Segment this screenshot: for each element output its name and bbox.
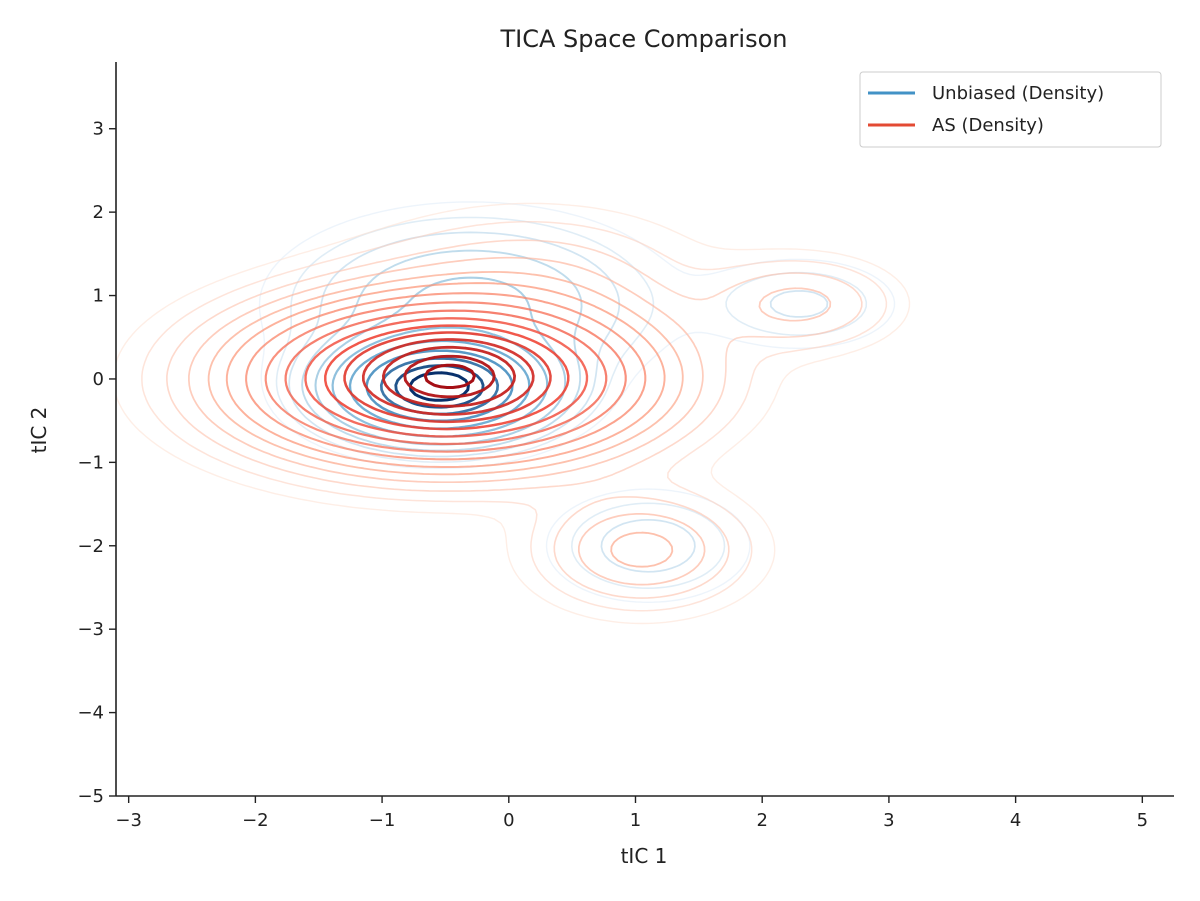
y-tick-label: −2 bbox=[77, 536, 104, 557]
contour-level-0-0 bbox=[258, 201, 896, 603]
y-tick-label: −5 bbox=[77, 786, 104, 807]
x-tick-label: −2 bbox=[242, 810, 269, 831]
contour-level-1-13 bbox=[382, 345, 516, 408]
y-axis-label: tIC 2 bbox=[27, 407, 51, 454]
contour-series-0 bbox=[258, 201, 896, 603]
x-tick-label: 3 bbox=[883, 810, 894, 831]
y-tick-label: −3 bbox=[77, 619, 104, 640]
contour-level-1-12 bbox=[361, 338, 535, 416]
legend: Unbiased (Density) AS (Density) bbox=[859, 71, 1162, 148]
contour-level-1-4 bbox=[207, 270, 684, 568]
x-tick-label: 1 bbox=[630, 810, 641, 831]
contour-level-1-8 bbox=[284, 309, 608, 446]
chart-title: TICA Space Comparison bbox=[499, 25, 787, 53]
x-tick-label: 2 bbox=[756, 810, 767, 831]
contour-level-0-1 bbox=[275, 216, 868, 589]
x-tick-label: −1 bbox=[369, 810, 396, 831]
contour-level-1-15 bbox=[423, 363, 476, 389]
contour-level-1-5 bbox=[225, 282, 666, 468]
contour-level-1-0 bbox=[115, 202, 911, 625]
contour-level-1-3 bbox=[188, 256, 832, 586]
contour-level-1-11 bbox=[343, 331, 552, 424]
contour-level-1-7 bbox=[264, 301, 627, 453]
axes-layer: −3 −2 −1 0 1 2 3 4 5 −5 −4 −3 −2 −1 0 1 2 3 bbox=[77, 62, 1174, 831]
contour-level-1-6 bbox=[245, 292, 647, 461]
y-tick-label: 2 bbox=[93, 202, 104, 223]
legend-label-unbiased: Unbiased (Density) bbox=[932, 83, 1104, 104]
legend-label-as: AS (Density) bbox=[932, 115, 1044, 136]
x-tick-label: −3 bbox=[115, 810, 142, 831]
y-tick-label: −1 bbox=[77, 452, 104, 473]
x-tick-label: 4 bbox=[1010, 810, 1021, 831]
y-tick-label: 1 bbox=[93, 286, 104, 307]
contour-level-1-1 bbox=[141, 220, 888, 612]
contour-level-1-2 bbox=[166, 239, 863, 599]
y-tick-label: 3 bbox=[93, 119, 104, 140]
x-tick-label: 5 bbox=[1137, 810, 1148, 831]
contour-level-1-14 bbox=[403, 354, 496, 399]
contour-level-1-10 bbox=[324, 324, 570, 431]
contour-layer bbox=[115, 201, 911, 625]
y-tick-label: 0 bbox=[93, 369, 104, 390]
x-tick-label: 0 bbox=[503, 810, 514, 831]
y-tick-label: −4 bbox=[77, 703, 104, 724]
contour-level-1-9 bbox=[304, 317, 589, 438]
x-axis-label: tIC 1 bbox=[621, 844, 668, 868]
legend-frame bbox=[859, 71, 1162, 148]
contour-series-1 bbox=[115, 202, 911, 625]
